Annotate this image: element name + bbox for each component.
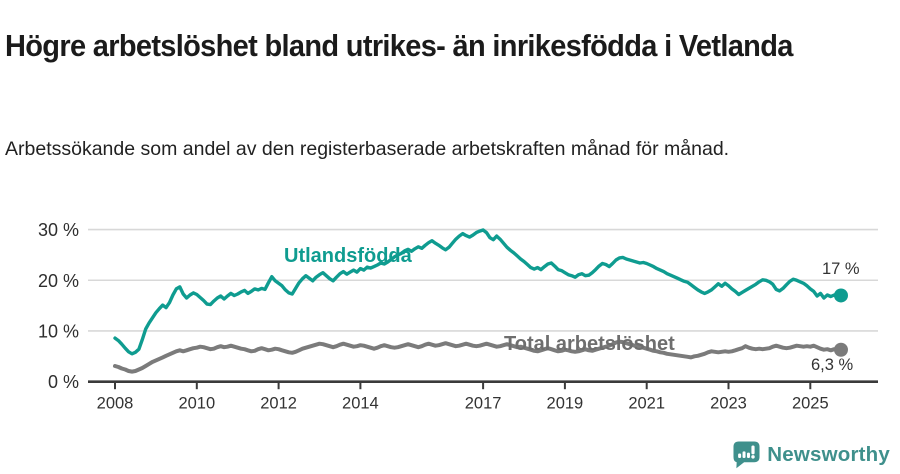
x-axis-tick-label: 2019 [547,395,584,413]
series-label-utlandsfodda: Utlandsfödda [284,245,412,267]
series-line-1 [113,339,843,374]
y-axis-tick-label: 20 % [38,271,79,291]
chart-svg: 30 % 20 % 10 % 0 % 2008 2010 2012 2014 2017 2019 2… [38,220,878,413]
page-title: Högre arbetslöshet bland utrikes- än inr… [5,29,793,64]
end-value-label-total: 6,3 % [811,356,854,374]
series-label-total-arbetsloshet: Total arbetslöshet [504,333,675,355]
line-chart: 30 % 20 % 10 % 0 % 2008 2010 2012 2014 2017 2019 2… [0,198,900,438]
newsworthy-logo[interactable]: Newsworthy [733,441,890,469]
series-end-dot-1 [833,342,848,357]
newsworthy-logo-icon [733,441,760,469]
x-axis-tick-label: 2014 [342,395,379,413]
x-axis-tick-label: 2021 [628,395,665,413]
x-axis-tick-label: 2025 [792,395,829,413]
x-axis-tick-label: 2012 [260,395,297,413]
x-axis-tick-label: 2017 [465,395,502,413]
end-value-label-utlandsfodda: 17 % [822,260,860,278]
y-axis-tick-label: 30 % [38,220,79,240]
y-axis-tick-label: 10 % [38,321,79,341]
y-axis-tick-label: 0 % [48,372,79,392]
x-axis-tick-label: 2010 [178,395,215,413]
x-axis-tick-label: 2008 [97,395,134,413]
x-axis-tick-label: 2023 [710,395,747,413]
series-line-0 [113,228,843,356]
chart-subtitle: Arbetssökande som andel av den registerb… [5,137,730,160]
newsworthy-wordmark: Newsworthy [767,443,890,466]
series-end-dot-0 [833,288,848,303]
